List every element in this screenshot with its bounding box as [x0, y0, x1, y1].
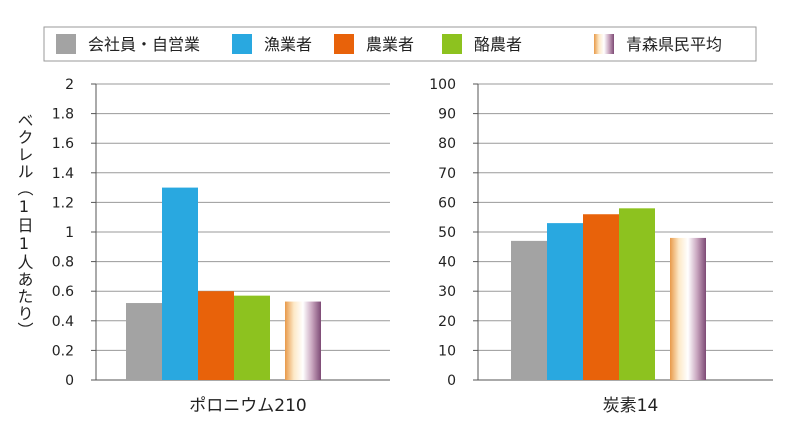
chart-panel-polonium: 0 0.2 0.4 0.6 0.8 1 1.2 1.4 1.6 1.8 2 会社員・自営業: 0.52… — [52, 77, 390, 416]
bar: 青森県民平均: 48 — [670, 237, 706, 380]
legend-label: 酪農者 — [474, 35, 522, 54]
legend-item: 酪農者 — [442, 34, 522, 54]
y-axis-label: ベクレル（1日1人あたり） — [15, 112, 34, 339]
y-tick-label: 1.6 — [52, 136, 74, 152]
x-axis-label: ポロニウム210 — [189, 396, 306, 416]
y-tick-label: 70 — [438, 166, 456, 182]
legend-item: 農業者 — [334, 34, 414, 54]
bar: 酪農者: 0.57 — [234, 295, 270, 380]
y-tick-label: 2 — [65, 77, 74, 93]
legend-item: 漁業者 — [232, 34, 312, 54]
legend-frame — [43, 26, 757, 62]
bar: 農業者: 56 — [583, 214, 619, 380]
bar: 会社員・自営業: 0.52 — [126, 303, 162, 380]
y-tick-label: 100 — [429, 77, 456, 93]
legend-swatch — [594, 34, 614, 54]
legend-item: 会社員・自営業 — [56, 34, 200, 54]
y-tick-label: 60 — [438, 195, 456, 211]
legend-label: 会社員・自営業 — [88, 35, 200, 54]
y-tick-label: 0 — [65, 373, 74, 389]
y-tick-label: 50 — [438, 225, 456, 241]
y-tick-label: 0.6 — [52, 284, 74, 300]
y-tick-label: 30 — [438, 284, 456, 300]
chart-panel-carbon: 0 10 20 30 40 50 60 70 80 90 100 会社員・自営業: 47漁業者: 53… — [429, 77, 773, 416]
y-tick-label: 0 — [447, 373, 456, 389]
legend-swatch — [334, 34, 354, 54]
y-tick-label: 1 — [65, 225, 74, 241]
y-tick-label: 10 — [438, 343, 456, 359]
legend: 会社員・自営業 漁業者 農業者 酪農者 青森県民平均 — [43, 26, 757, 62]
bar: 酪農者: 58 — [619, 208, 655, 380]
legend-swatch — [442, 34, 462, 54]
y-tick-label: 80 — [438, 136, 456, 152]
y-tick-label: 40 — [438, 255, 456, 271]
legend-label: 青森県民平均 — [626, 35, 722, 54]
y-tick-label: 1.8 — [52, 107, 74, 123]
y-tick-label: 1.4 — [52, 166, 74, 182]
y-tick-label: 90 — [438, 107, 456, 123]
legend-swatch — [56, 34, 76, 54]
y-tick-label: 0.8 — [52, 255, 74, 271]
x-axis-label: 炭素14 — [603, 396, 659, 416]
y-tick-label: 0.4 — [52, 314, 74, 330]
bar: 漁業者: 53 — [547, 223, 583, 380]
bar: 漁業者: 1.3 — [162, 187, 198, 380]
y-tick-label: 20 — [438, 314, 456, 330]
legend-label: 漁業者 — [264, 35, 312, 54]
bar: 青森県民平均: 0.53 — [285, 301, 321, 380]
y-tick-label: 1.2 — [52, 195, 74, 211]
legend-swatch — [232, 34, 252, 54]
bar: 農業者: 0.6 — [198, 291, 234, 380]
bar: 会社員・自営業: 47 — [511, 240, 547, 380]
y-tick-label: 0.2 — [52, 343, 74, 359]
legend-label: 農業者 — [366, 35, 414, 54]
legend-item: 青森県民平均 — [594, 34, 722, 54]
